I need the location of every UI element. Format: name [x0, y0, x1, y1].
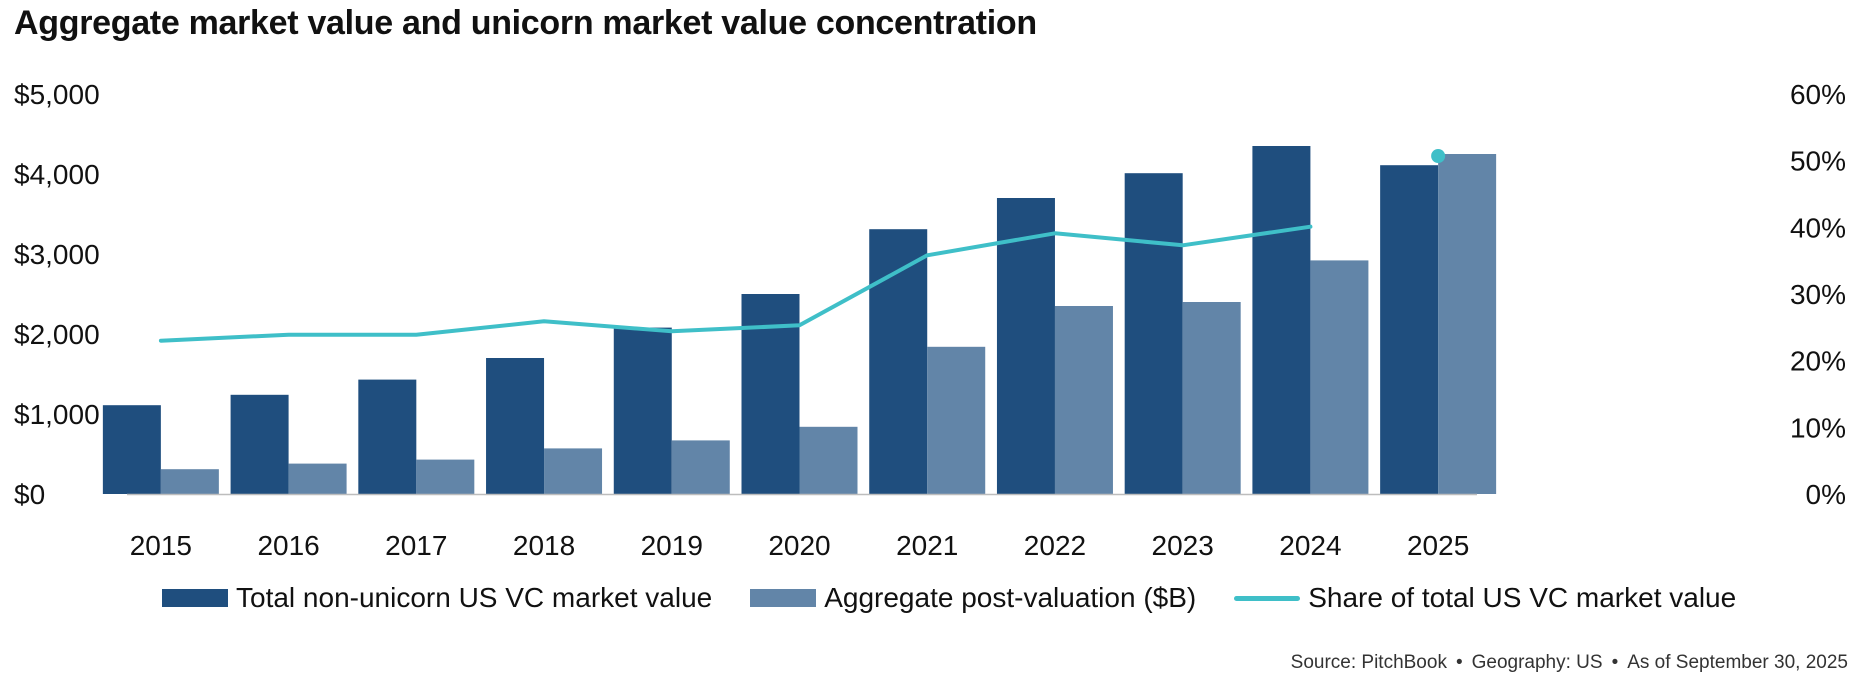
legend-item-non-unicorn: Total non-unicorn US VC market value: [162, 582, 712, 614]
right-tick-label: 60%: [1790, 79, 1846, 110]
bar-post-valuation-2025: [1438, 154, 1497, 494]
bar-non-unicorn-2022: [996, 198, 1055, 494]
x-tick-label: 2018: [513, 530, 575, 561]
bars-group: [102, 146, 1497, 494]
bar-non-unicorn-2017: [358, 379, 417, 494]
bar-non-unicorn-2023: [1124, 173, 1183, 494]
bar-non-unicorn-2016: [230, 394, 289, 494]
legend-swatch-share: [1234, 595, 1301, 601]
right-tick-label: 0%: [1806, 479, 1846, 510]
right-tick-label: 50%: [1790, 146, 1846, 177]
legend-label-post-valuation: Aggregate post-valuation ($B): [824, 582, 1197, 613]
x-tick-label: 2021: [896, 530, 958, 561]
bar-non-unicorn-2025: [1380, 165, 1439, 494]
x-axis: 2015 2016 2017 2018 2019 2020 2021 2022 2023 2024…: [130, 530, 1470, 561]
bar-non-unicorn-2019: [613, 327, 672, 494]
left-tick-label: $4,000: [14, 159, 100, 190]
bar-non-unicorn-2015: [102, 405, 161, 494]
bar-non-unicorn-2024: [1252, 146, 1311, 494]
bar-post-valuation-2024: [1310, 260, 1369, 494]
bar-post-valuation-2017: [416, 459, 475, 494]
x-tick-label: 2016: [257, 530, 319, 561]
bar-post-valuation-2016: [288, 463, 347, 494]
bar-post-valuation-2020: [799, 426, 858, 494]
legend-swatch-post-valuation: [750, 589, 817, 607]
left-tick-label: $2,000: [14, 319, 100, 350]
x-tick-label: 2015: [130, 530, 192, 561]
x-tick-label: 2023: [1152, 530, 1214, 561]
footer-as-of: As of September 30, 2025: [1627, 652, 1848, 673]
left-tick-label: $3,000: [14, 239, 100, 270]
share-line-group: [158, 149, 1446, 343]
bar-post-valuation-2021: [927, 346, 986, 494]
right-tick-label: 40%: [1790, 212, 1846, 243]
share-line: [158, 224, 1313, 343]
legend-swatch-non-unicorn: [162, 589, 228, 607]
left-tick-label: $0: [14, 479, 45, 510]
left-tick-label: $1,000: [14, 399, 100, 430]
right-tick-label: 20%: [1790, 346, 1846, 377]
footer-source: Source: PitchBook • Geography: US • As of Se…: [1291, 652, 1848, 674]
legend-item-share: Share of total US VC market value: [1234, 582, 1736, 614]
x-tick-label: 2019: [641, 530, 703, 561]
legend: Total non-unicorn US VC market value Agg…: [162, 582, 1774, 614]
x-tick-label: 2022: [1024, 530, 1086, 561]
footer-geography: Geography: US: [1471, 652, 1603, 673]
share-point-2025: [1431, 149, 1446, 163]
footer-separator: •: [1455, 652, 1463, 673]
legend-label-non-unicorn: Total non-unicorn US VC market value: [236, 582, 713, 613]
right-tick-label: 10%: [1790, 412, 1846, 443]
left-tick-label: $5,000: [14, 79, 100, 110]
chart-plot: $0 $1,000 $2,000 $3,000 $4,000 $5,000 0% 10% 20…: [14, 79, 1846, 561]
legend-item-post-valuation: Aggregate post-valuation ($B): [750, 582, 1196, 614]
bar-post-valuation-2019: [671, 440, 730, 494]
bar-post-valuation-2018: [544, 448, 603, 494]
footer-source-text: Source: PitchBook: [1290, 652, 1447, 673]
bar-non-unicorn-2018: [486, 358, 545, 494]
bar-post-valuation-2022: [1054, 306, 1113, 494]
footer-separator: •: [1611, 652, 1619, 673]
x-tick-label: 2020: [768, 530, 830, 561]
bar-post-valuation-2023: [1182, 302, 1241, 494]
chart-title: Aggregate market value and unicorn marke…: [14, 4, 1037, 42]
left-axis: $0 $1,000 $2,000 $3,000 $4,000 $5,000: [14, 79, 100, 510]
x-tick-label: 2025: [1407, 530, 1469, 561]
legend-label-share: Share of total US VC market value: [1308, 582, 1737, 613]
x-tick-label: 2017: [385, 530, 447, 561]
bar-post-valuation-2015: [160, 469, 219, 494]
right-axis: 0% 10% 20% 30% 40% 50% 60%: [1790, 79, 1846, 510]
right-tick-label: 30%: [1790, 279, 1846, 310]
x-tick-label: 2024: [1279, 530, 1341, 561]
